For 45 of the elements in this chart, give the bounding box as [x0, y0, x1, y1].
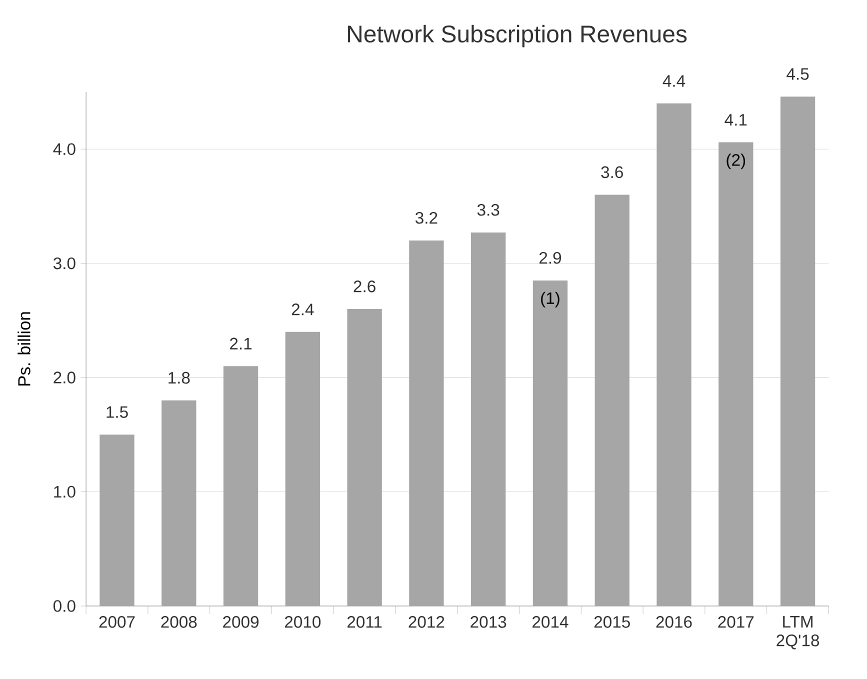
bar: [285, 332, 320, 606]
data-label: 1.5: [106, 406, 128, 418]
data-label: 4.4: [662, 75, 686, 87]
x-tick-label: 2007: [99, 616, 135, 628]
x-tick-label: 2008: [161, 616, 197, 628]
annotation: (1): [541, 292, 560, 308]
bar: [471, 232, 506, 606]
annotation: (2): [726, 154, 746, 170]
data-label: 4.1: [724, 114, 747, 126]
bar: [532, 280, 568, 606]
bar: [347, 309, 382, 606]
y-tick-label: 4.0: [53, 143, 76, 156]
bar: [409, 240, 444, 606]
data-label: 1.8: [168, 372, 190, 384]
data-label: 3.3: [477, 204, 500, 216]
x-tick-label: 2014: [532, 616, 568, 628]
x-tick-label: LTM 2Q'18: [776, 616, 820, 650]
data-label: 2.1: [230, 338, 252, 350]
bar: [100, 434, 134, 606]
bar: [656, 103, 692, 606]
x-tick-label: 2009: [223, 616, 259, 628]
bar: [162, 400, 196, 606]
data-label: 2.9: [539, 252, 562, 264]
x-tick-label: 2012: [408, 616, 444, 628]
data-label: 4.5: [786, 68, 809, 80]
data-label: 3.2: [415, 212, 438, 224]
bar: [718, 142, 754, 606]
data-label: 2.4: [292, 304, 314, 316]
x-tick-label: 2010: [284, 616, 321, 628]
x-tick-label: 2016: [656, 616, 692, 628]
chart-title: Network Subscription Revenues: [348, 24, 687, 48]
y-tick-label: 2.0: [54, 372, 76, 384]
x-tick-label: 2013: [470, 616, 506, 628]
x-tick-label: 2017: [718, 616, 754, 628]
data-label: 2.6: [354, 280, 376, 292]
bar: [780, 96, 816, 606]
bar: [594, 194, 630, 606]
y-tick-label: 3.0: [53, 257, 76, 270]
x-tick-label: 2011: [347, 616, 382, 628]
y-tick-label: 0.0: [53, 600, 76, 612]
bar: [223, 366, 258, 606]
y-axis-title: Ps. billion: [18, 312, 30, 386]
x-tick-label: 2015: [594, 616, 630, 628]
y-tick-label: 1.0: [54, 486, 76, 498]
data-label: 3.6: [601, 166, 623, 178]
